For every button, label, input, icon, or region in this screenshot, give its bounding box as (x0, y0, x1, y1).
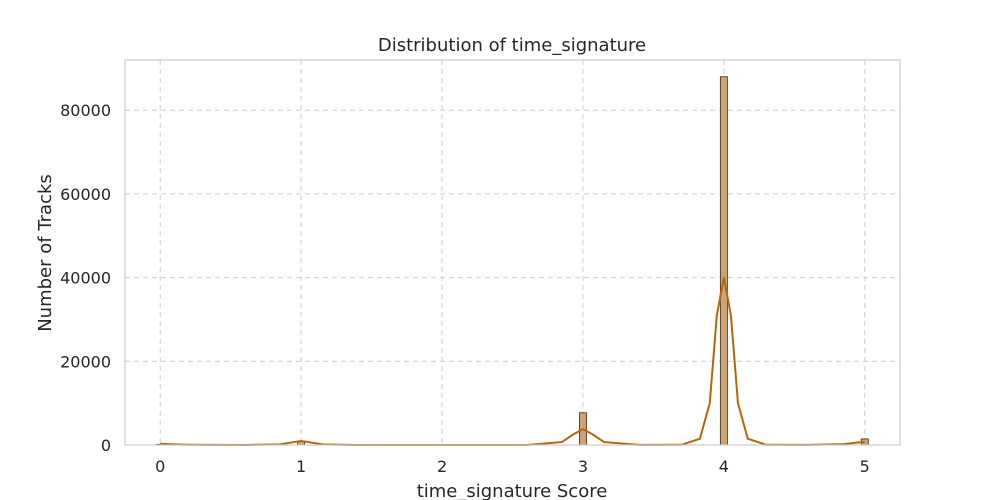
x-tick-label: 1 (296, 457, 306, 476)
x-tick-label: 3 (578, 457, 588, 476)
kde-curve (160, 277, 865, 447)
x-tick-label: 0 (155, 457, 165, 476)
x-axis-label: time_signature Score (417, 481, 608, 500)
grid-lines (125, 60, 900, 446)
x-tick-labels: 0 1 2 3 4 5 (155, 457, 870, 476)
chart-title: Distribution of time_signature (378, 35, 646, 56)
x-tick-label: 5 (860, 457, 870, 476)
x-tick-label: 4 (719, 457, 729, 476)
y-axis-label: Number of Tracks (35, 174, 56, 332)
y-tick-label: 20000 (60, 352, 111, 371)
x-tick-label: 2 (437, 457, 447, 476)
y-tick-label: 40000 (60, 269, 111, 288)
histogram-bar (719, 76, 728, 446)
y-tick-label: 0 (101, 436, 111, 455)
kde-curve-layer (160, 277, 865, 447)
y-tick-labels: 0 20000 40000 60000 80000 (60, 101, 111, 455)
y-tick-label: 80000 (60, 101, 111, 120)
histogram-bars (156, 76, 869, 446)
y-tick-label: 60000 (60, 185, 111, 204)
plot-frame (124, 59, 901, 446)
